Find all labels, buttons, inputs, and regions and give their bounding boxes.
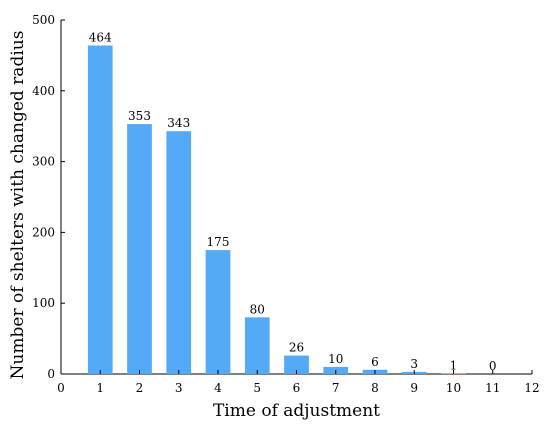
x-tick-label-6: 6: [293, 381, 301, 395]
data-label-6: 26: [289, 341, 304, 355]
data-label-3: 343: [167, 116, 190, 130]
x-tick-label-3: 3: [175, 381, 183, 395]
bar-1: [87, 45, 113, 375]
bar-4: [205, 250, 231, 374]
data-label-5: 80: [250, 302, 265, 316]
bar-3: [166, 131, 192, 374]
x-tick-label-11: 11: [485, 381, 500, 395]
y-tick-label-0: 0: [47, 367, 55, 381]
y-tick-label-300: 300: [32, 155, 55, 169]
y-axis-ticks: 0 100 200 300 400 500: [32, 13, 65, 381]
data-label-7: 10: [328, 352, 343, 366]
x-tick-label-8: 8: [371, 381, 379, 395]
x-axis-ticks: 0 1 2 3 4 5 6 7 8 9 10 11 12: [57, 370, 540, 395]
x-tick-label-9: 9: [410, 381, 418, 395]
data-label-10: 1: [450, 358, 458, 372]
x-tick-label-5: 5: [253, 381, 261, 395]
data-label-2: 353: [128, 109, 151, 123]
x-tick-label-1: 1: [96, 381, 104, 395]
x-tick-label-12: 12: [524, 381, 539, 395]
x-tick-label-4: 4: [214, 381, 222, 395]
bars: [87, 45, 466, 375]
y-tick-label-100: 100: [32, 296, 55, 310]
x-tick-label-0: 0: [57, 381, 65, 395]
data-label-8: 6: [371, 355, 379, 369]
data-label-4: 175: [207, 235, 230, 249]
bar-5: [244, 317, 270, 374]
x-tick-label-10: 10: [446, 381, 461, 395]
y-tick-label-400: 400: [32, 84, 55, 98]
data-label-1: 464: [89, 30, 112, 44]
y-tick-label-500: 500: [32, 13, 55, 27]
data-label-9: 3: [410, 357, 418, 371]
bar-6: [284, 355, 309, 374]
data-label-11: 0: [489, 359, 497, 373]
y-axis-title: Number of shelters with changed radius: [8, 31, 28, 380]
x-tick-label-2: 2: [136, 381, 144, 395]
x-tick-label-7: 7: [332, 381, 340, 395]
bar-2: [127, 124, 152, 374]
y-tick-label-200: 200: [32, 225, 55, 239]
x-axis-title: Time of adjustment: [213, 401, 380, 421]
